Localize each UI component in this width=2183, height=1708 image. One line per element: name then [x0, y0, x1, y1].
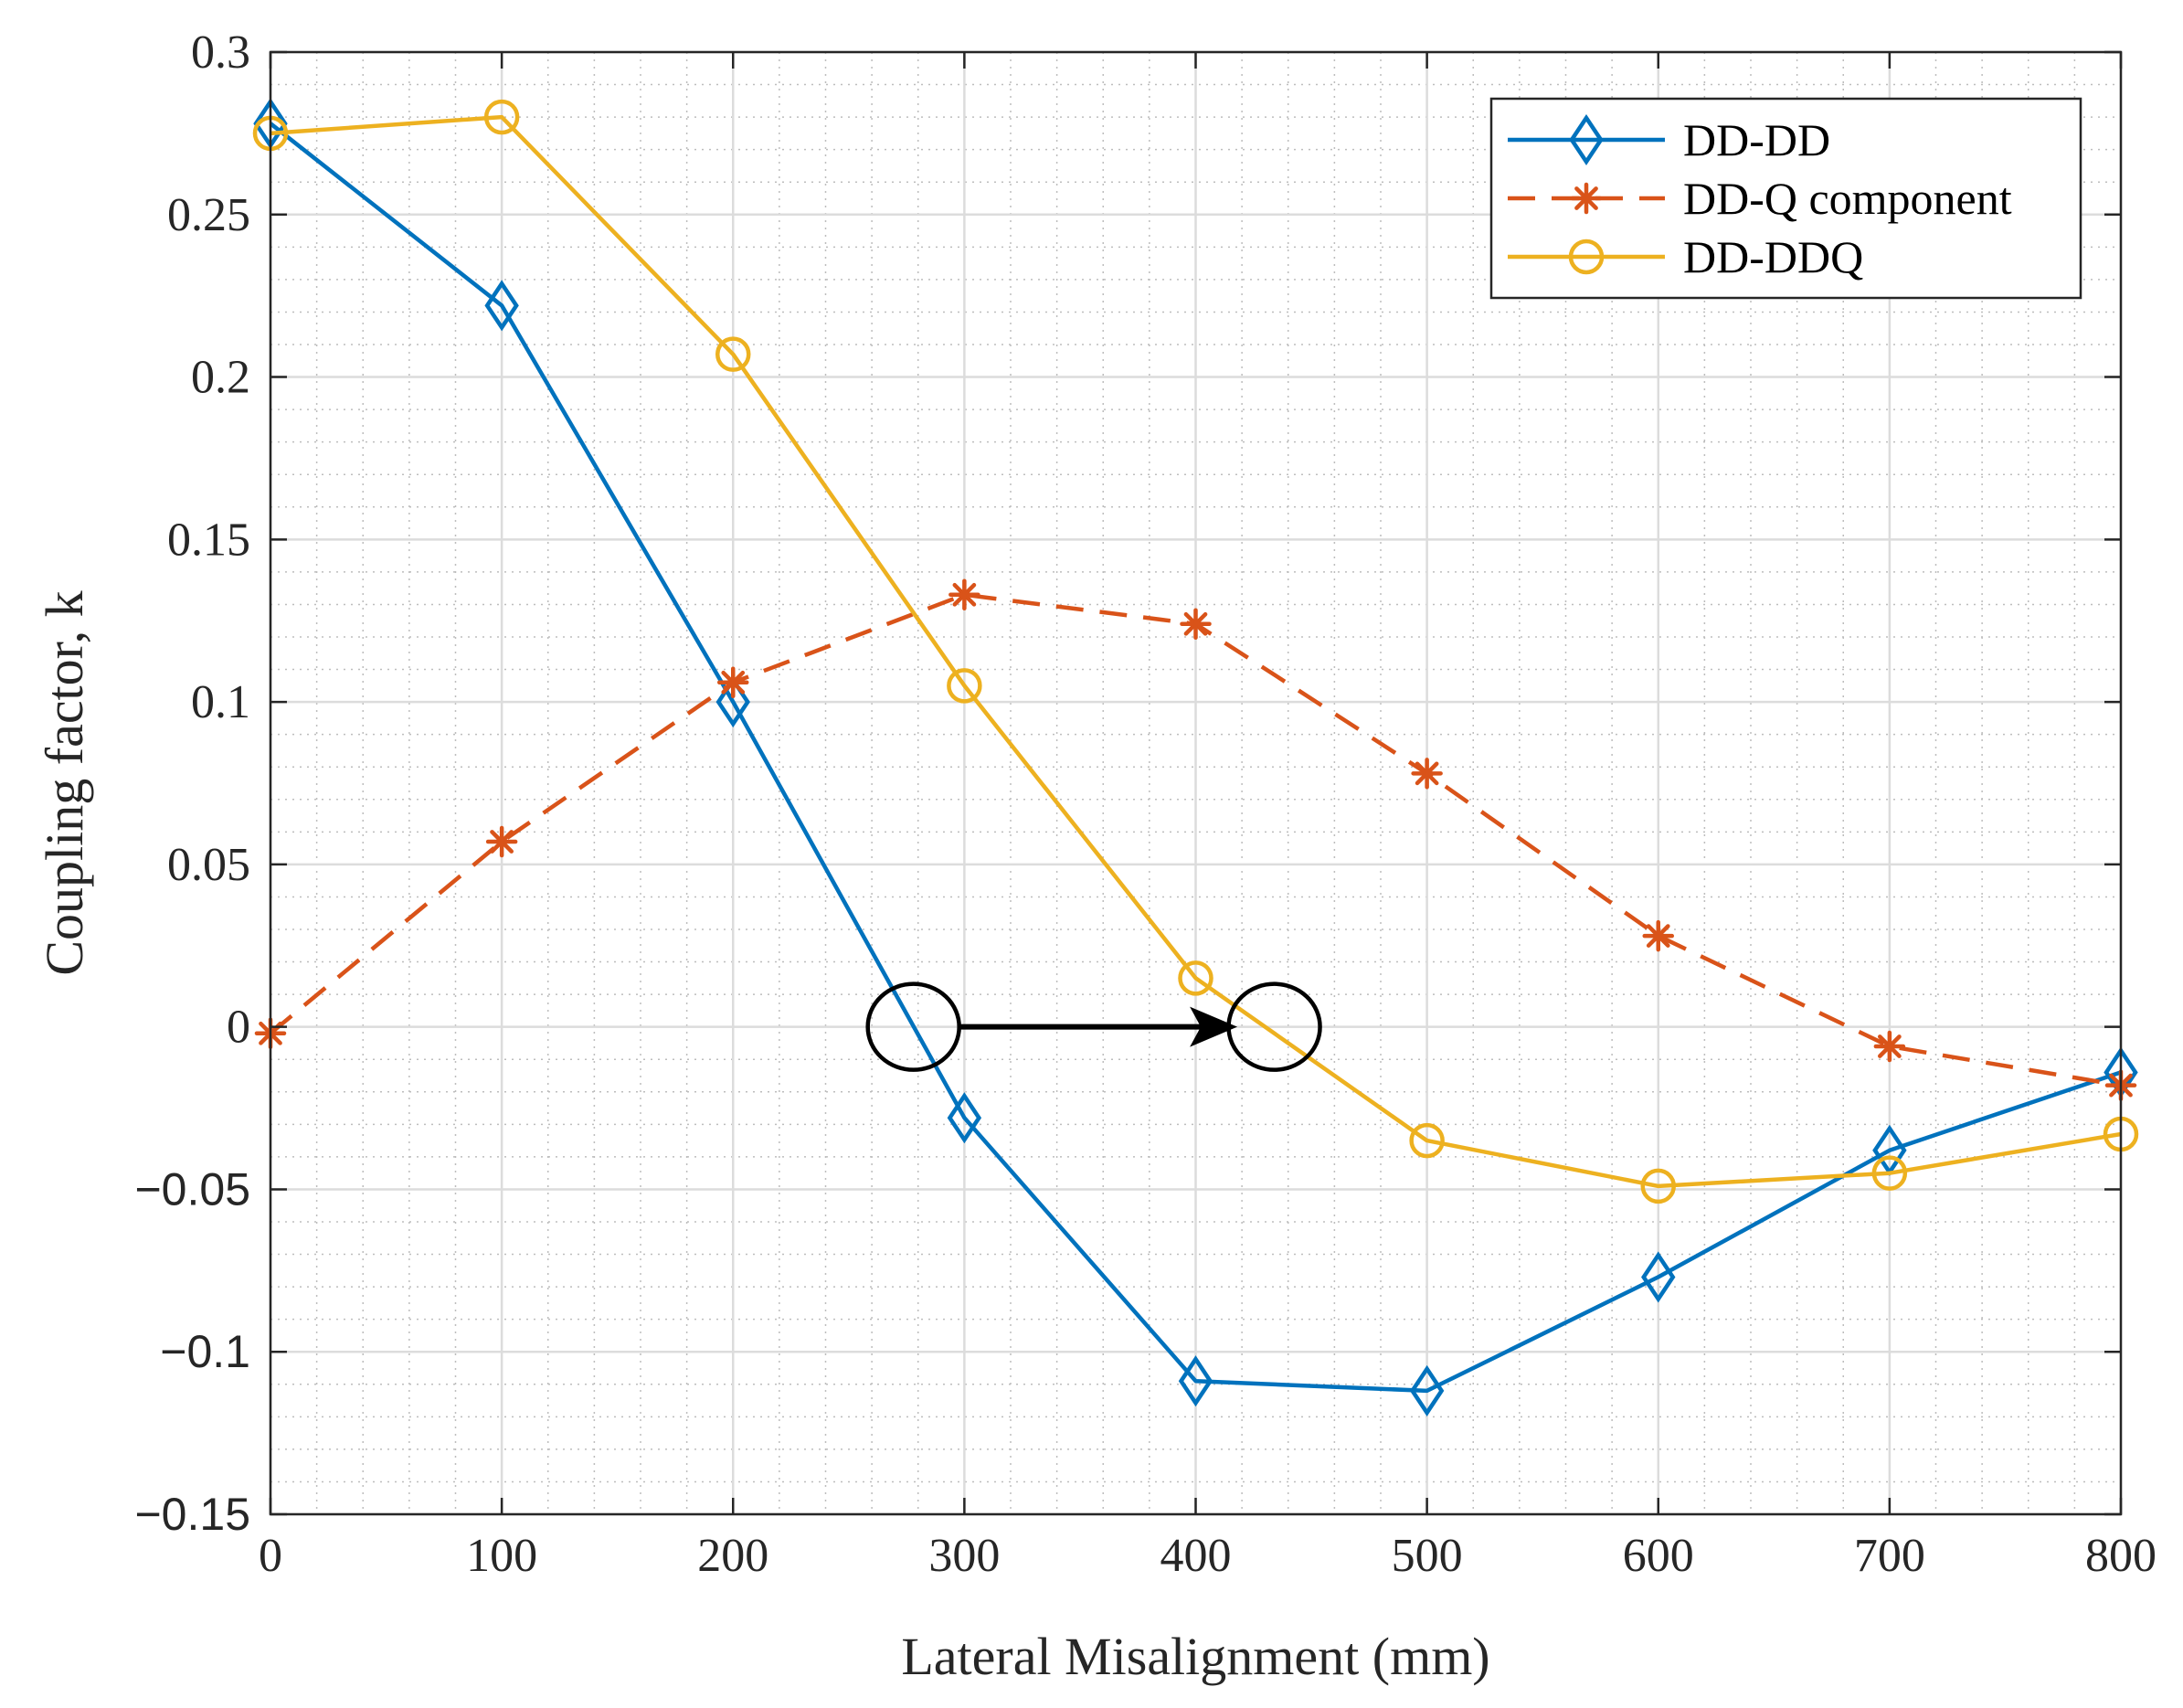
y-tick-label: 0.05 [167, 839, 250, 891]
series-line [270, 114, 2122, 1189]
y-tick-label: 0.1 [191, 676, 250, 728]
data-point-marker [715, 676, 750, 728]
series-dd-ddq [252, 99, 2139, 1204]
annotation-ellipse [865, 981, 961, 1072]
data-point-marker [485, 825, 518, 858]
x-axis-title: Lateral Misalignment (mm) [901, 1627, 1489, 1686]
legend-item: DD-DD [1508, 113, 1830, 166]
x-tick-label: 100 [466, 1530, 537, 1582]
annotation-arrow [959, 1006, 1238, 1047]
data-point-marker [715, 336, 751, 372]
data-point-marker [717, 666, 749, 699]
x-tick-label: 500 [1392, 1530, 1463, 1582]
x-tick-label: 700 [1854, 1530, 1925, 1582]
data-point-marker [1640, 1168, 1676, 1204]
series-line [269, 122, 2122, 1394]
legend-label: DD-Q component [1683, 173, 2012, 224]
x-tick-label: 800 [2085, 1530, 2157, 1582]
legend-label: DD-DDQ [1683, 231, 1863, 282]
y-tick-label: 0.25 [167, 189, 250, 241]
data-point-marker [947, 668, 982, 704]
data-point-marker [1642, 919, 1674, 952]
data-point-marker [947, 1092, 982, 1144]
data-point-marker [1641, 1251, 1676, 1303]
data-point-marker [1409, 1122, 1445, 1159]
y-tick-label: −0.15 [134, 1489, 250, 1540]
legend-label: DD-DD [1683, 114, 1830, 165]
legend-item: DD-Q component [1508, 173, 2012, 224]
series-dd-dd [253, 98, 2138, 1416]
y-axis-title: Coupling factor, k [35, 590, 94, 975]
x-tick-label: 300 [928, 1530, 1000, 1582]
y-tick-label: 0 [227, 1002, 250, 1054]
tick-marks [269, 50, 2123, 1516]
y-tick-label: 0.2 [191, 352, 250, 404]
data-point-marker [1178, 960, 1213, 996]
x-tick-label: 600 [1623, 1530, 1694, 1582]
y-tick-label: −0.1 [160, 1326, 250, 1377]
y-tick-label: 0.3 [191, 27, 250, 79]
y-tick-label: 0.15 [167, 514, 250, 566]
data-point-marker [484, 280, 519, 332]
x-tick-label: 0 [259, 1530, 282, 1582]
tick-labels: 0 100 200 300 400 500 600 700 800 0.3 0.25 0.2 0.15 0… [134, 27, 2157, 1582]
data-point-marker [1411, 758, 1443, 790]
legend-marker [1568, 239, 1605, 275]
y-tick-label: −0.05 [134, 1163, 250, 1215]
data-point-marker [1873, 1030, 1906, 1063]
annotation-layer [865, 981, 1322, 1072]
legend-marker [1569, 113, 1604, 166]
data-point-marker [1180, 608, 1212, 641]
legend: DD-DD DD-Q component DD-DDQ [1489, 97, 2082, 300]
data-point-marker [1178, 1355, 1213, 1407]
series-layer [252, 98, 2139, 1416]
data-point-marker [1409, 1364, 1445, 1416]
legend-item: DD-DDQ [1508, 231, 1863, 282]
data-point-marker [483, 99, 520, 135]
data-point-marker [1871, 1155, 1908, 1191]
minor-grid [270, 52, 2121, 1514]
data-point-marker [948, 578, 980, 611]
x-tick-label: 400 [1160, 1530, 1232, 1582]
legend-marker [1570, 182, 1603, 215]
x-tick-label: 200 [697, 1530, 768, 1582]
